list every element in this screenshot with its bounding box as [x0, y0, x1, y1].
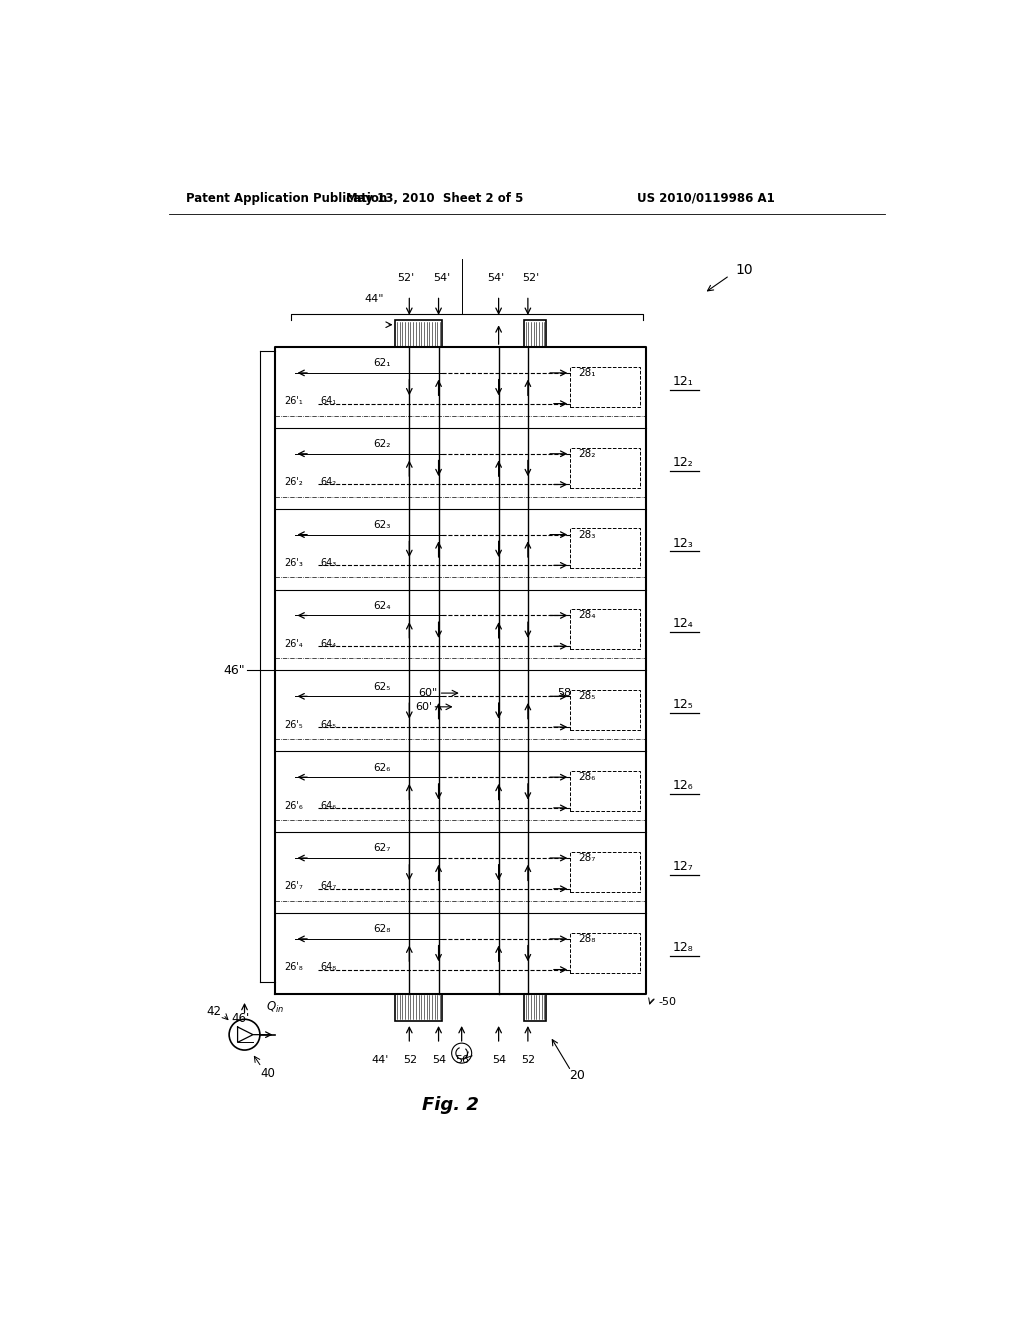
Text: May 13, 2010  Sheet 2 of 5: May 13, 2010 Sheet 2 of 5 [346, 191, 523, 205]
Text: 64₇: 64₇ [319, 882, 336, 891]
Bar [570, 367, 640, 407]
Text: 52': 52' [397, 273, 415, 284]
Text: 28₄: 28₄ [578, 610, 595, 620]
Bar [570, 610, 640, 649]
Text: Fig. 2: Fig. 2 [422, 1097, 478, 1114]
Bar [570, 690, 640, 730]
Text: 26'₃: 26'₃ [285, 558, 303, 568]
Text: -50: -50 [658, 997, 676, 1007]
Text: 62₄: 62₄ [373, 601, 390, 611]
Text: 62₂: 62₂ [373, 440, 390, 449]
Text: 26'₆: 26'₆ [285, 801, 303, 810]
Text: 64₅: 64₅ [319, 719, 336, 730]
Text: 60': 60' [416, 702, 432, 711]
Text: 46': 46' [231, 1012, 250, 1026]
Text: 44': 44' [372, 1055, 389, 1065]
Bar [570, 851, 640, 892]
Text: 46": 46" [223, 664, 245, 677]
Text: 28₈: 28₈ [578, 933, 595, 944]
Text: 12₇: 12₇ [673, 859, 694, 873]
Bar [570, 771, 640, 810]
Text: 12₁: 12₁ [673, 375, 694, 388]
Bar [395, 321, 442, 347]
Text: 64₃: 64₃ [319, 558, 336, 568]
Text: 12₂: 12₂ [673, 455, 694, 469]
Text: 62₁: 62₁ [373, 358, 390, 368]
Text: 28₇: 28₇ [578, 853, 595, 863]
Text: 12₆: 12₆ [673, 779, 693, 792]
Text: 62₃: 62₃ [373, 520, 390, 531]
Bar [570, 447, 640, 487]
Text: 54: 54 [432, 1055, 446, 1065]
Text: 56: 56 [456, 1055, 469, 1065]
Text: 40: 40 [260, 1067, 275, 1080]
Text: 64₆: 64₆ [319, 801, 336, 810]
Text: 26'₄: 26'₄ [285, 639, 303, 649]
Text: 26'₈: 26'₈ [285, 962, 303, 973]
Text: 52: 52 [521, 1055, 536, 1065]
Text: 28₂: 28₂ [578, 449, 595, 459]
Text: 54': 54' [433, 273, 451, 284]
Text: 62₈: 62₈ [373, 924, 390, 935]
Text: 54: 54 [493, 1055, 507, 1065]
Bar [524, 994, 546, 1020]
Text: 28₁: 28₁ [578, 368, 595, 378]
Text: 12₄: 12₄ [673, 618, 694, 631]
Bar [570, 528, 640, 569]
Text: 64₁: 64₁ [319, 396, 336, 407]
Text: 60": 60" [419, 688, 438, 698]
Text: 28₃: 28₃ [578, 529, 595, 540]
Bar [524, 321, 546, 347]
Text: 64₈: 64₈ [319, 962, 336, 973]
Bar [570, 933, 640, 973]
Text: 26'₂: 26'₂ [285, 478, 303, 487]
Text: 64₂: 64₂ [319, 478, 336, 487]
Text: 58: 58 [557, 688, 571, 698]
Text: 26'₅: 26'₅ [285, 719, 303, 730]
Text: 12₃: 12₃ [673, 536, 694, 549]
Text: 20: 20 [569, 1069, 585, 1081]
Text: 26'₁: 26'₁ [285, 396, 303, 407]
Text: $Q_{in}$: $Q_{in}$ [266, 1001, 285, 1015]
Text: 28₆: 28₆ [578, 772, 595, 783]
Text: 62₆: 62₆ [373, 763, 390, 772]
Text: 12₅: 12₅ [673, 698, 694, 711]
Text: US 2010/0119986 A1: US 2010/0119986 A1 [637, 191, 775, 205]
Text: 52: 52 [403, 1055, 417, 1065]
Text: 62₅: 62₅ [373, 681, 390, 692]
Text: 10: 10 [735, 263, 753, 277]
Bar [395, 994, 442, 1020]
Text: 44": 44" [365, 293, 384, 304]
Text: 62₇: 62₇ [373, 843, 390, 854]
Text: 12₈: 12₈ [673, 941, 694, 954]
Text: 42: 42 [207, 1005, 221, 1018]
Text: 64₄: 64₄ [319, 639, 336, 649]
Text: 54': 54' [487, 273, 504, 284]
Text: 52': 52' [522, 273, 540, 284]
Text: 28₅: 28₅ [578, 692, 595, 701]
Text: 26'₇: 26'₇ [285, 882, 303, 891]
Text: Patent Application Publication: Patent Application Publication [186, 191, 387, 205]
